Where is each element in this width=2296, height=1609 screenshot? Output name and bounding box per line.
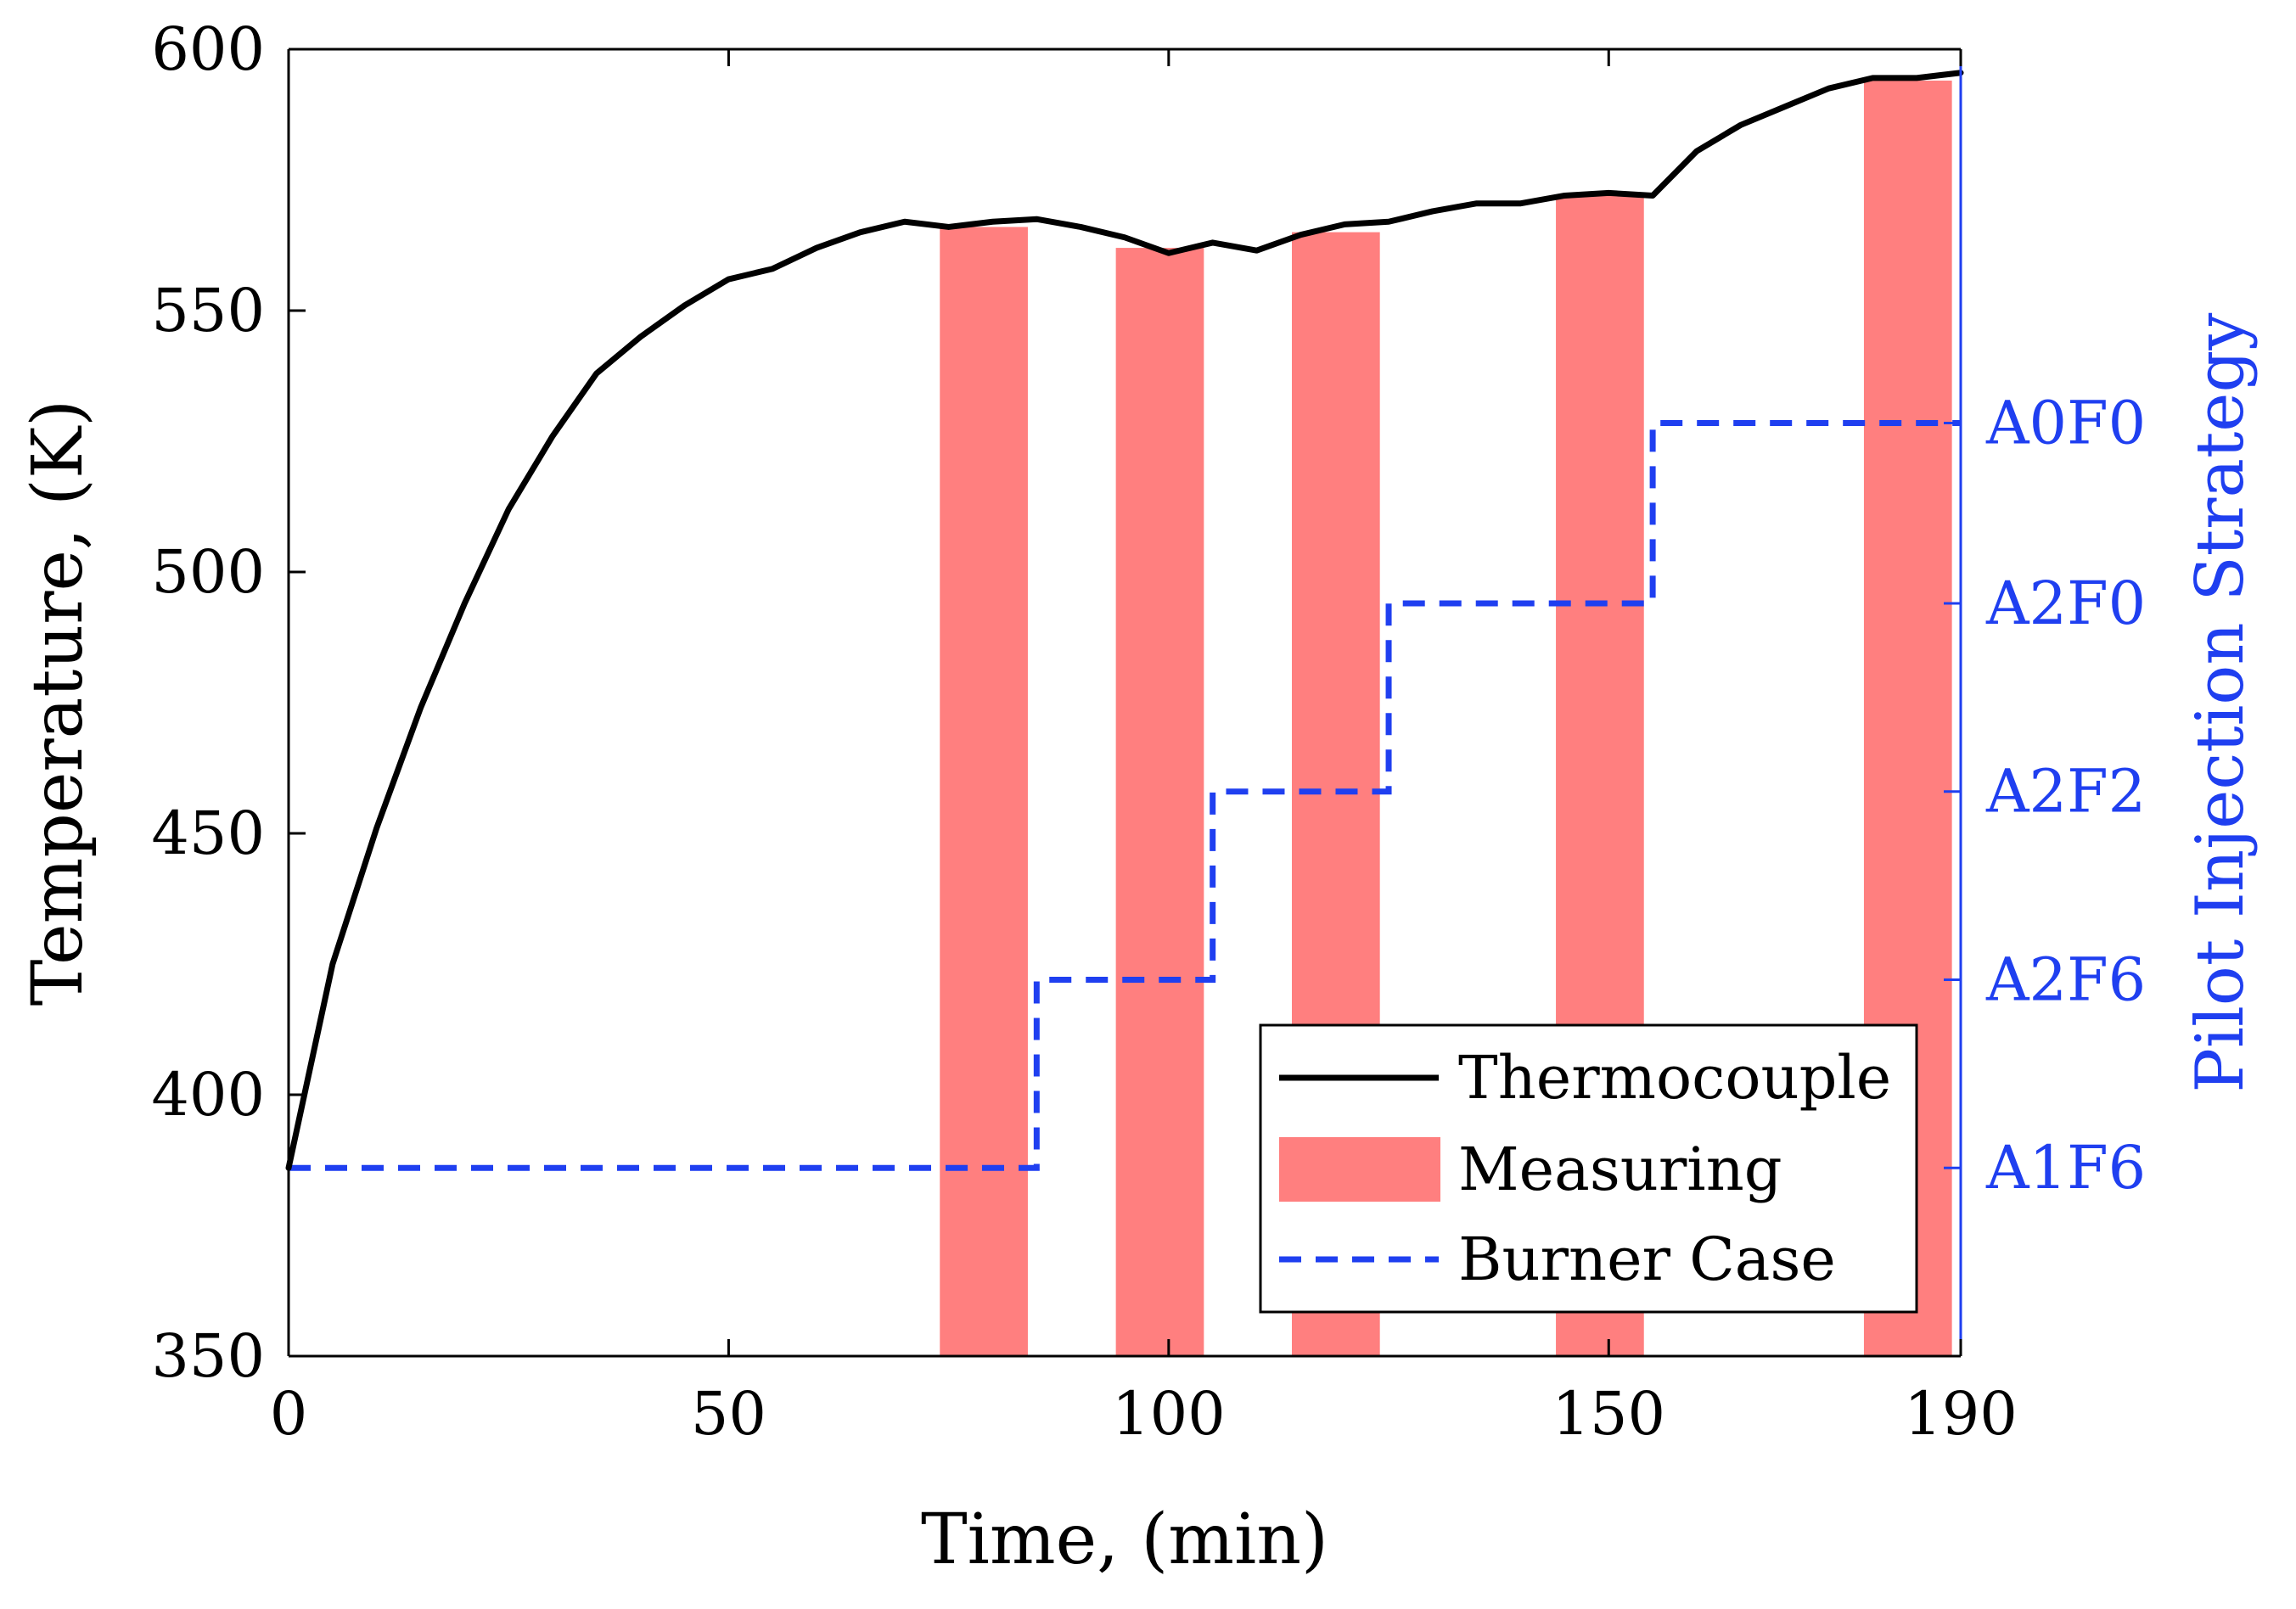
x-tick-label: 190 [1904,1379,2018,1449]
x-tick-label: 50 [691,1379,766,1449]
right-tick-label: A2F6 [1985,945,2146,1014]
right-tick-label: A2F0 [1985,569,2146,638]
y-tick-label: 600 [151,14,265,84]
x-tick-label: 100 [1112,1379,1226,1449]
x-tick-label: 150 [1552,1379,1665,1449]
y-tick-label: 550 [151,276,265,345]
thermocouple-line [285,70,1964,1171]
x-axis-label: Time, (min) [921,1500,1328,1580]
right-tick-label: A2F2 [1985,757,2146,827]
legend-label: Measuring [1458,1135,1782,1204]
right-tick-label: A1F6 [1985,1133,2146,1203]
legend-swatch-measuring [1279,1137,1440,1202]
right-tick-label: A0F0 [1985,388,2146,457]
y-tick-label: 500 [151,537,265,607]
y-tick-label: 350 [151,1321,265,1391]
y-axis-label-left: Temperature, (K) [18,400,98,1006]
measuring-bar-1 [940,227,1028,1357]
x-tick-label: 0 [270,1379,308,1449]
legend-label: Burner Case [1458,1225,1836,1294]
burner-case-line [289,419,1961,1171]
y-tick-label: 400 [151,1060,265,1130]
y-axis-label-right: Pilot Injection Strategy [2182,313,2259,1093]
legend-label: Thermocouple [1458,1043,1891,1113]
measuring-bar-2 [1115,248,1204,1357]
y-tick-label: 450 [151,799,265,868]
